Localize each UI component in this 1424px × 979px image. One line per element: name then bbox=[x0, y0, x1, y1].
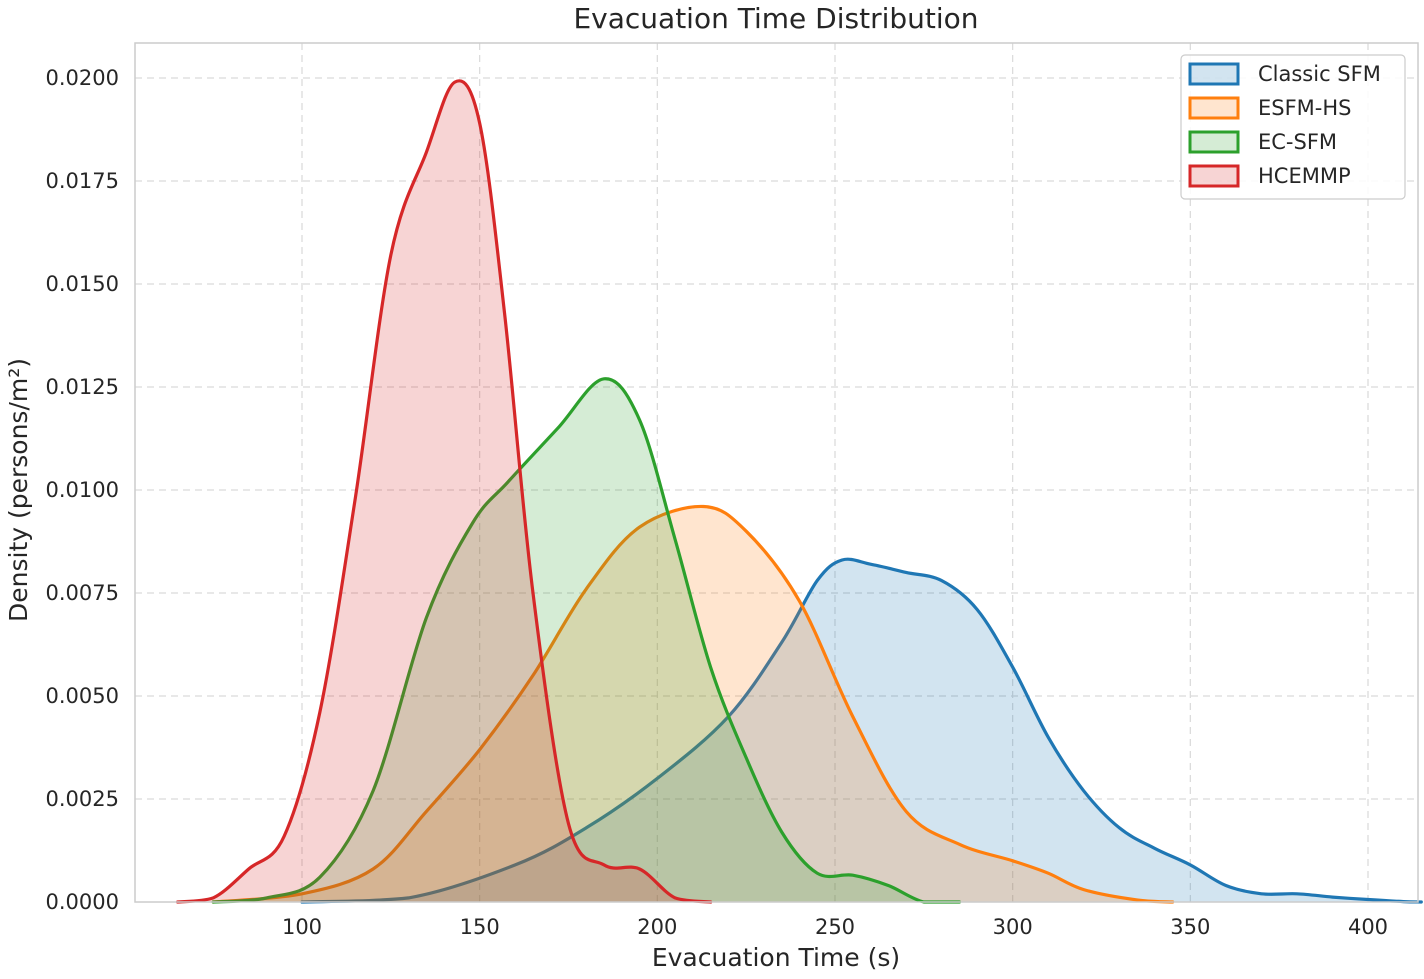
y-tick-label: 0.0175 bbox=[46, 169, 119, 193]
legend: Classic SFM ESFM-HS EC-SFM HCEMMP bbox=[1180, 54, 1406, 200]
x-tick-label: 100 bbox=[282, 915, 322, 939]
legend-label-hcemmp: HCEMMP bbox=[1258, 164, 1351, 188]
x-tick-label: 250 bbox=[815, 915, 855, 939]
legend-label-ec-sfm: EC-SFM bbox=[1258, 130, 1337, 154]
y-tick-label: 0.0025 bbox=[46, 787, 119, 811]
legend-swatch-hcemmp bbox=[1188, 164, 1240, 188]
density-area-classic-sfm bbox=[302, 559, 1422, 902]
x-tick-label: 400 bbox=[1348, 915, 1388, 939]
y-tick-label: 0.0200 bbox=[46, 66, 119, 90]
tick-labels: 100 150 200 250 300 350 400 0.0000 0.0025 0.0050 0… bbox=[46, 66, 1389, 939]
series-classic-sfm bbox=[300, 557, 1423, 904]
y-axis-label: Density (persons/m²) bbox=[4, 358, 33, 622]
x-tick-label: 350 bbox=[1170, 915, 1210, 939]
density-area-hcemmp bbox=[177, 80, 711, 903]
legend-label-classic-sfm: Classic SFM bbox=[1258, 62, 1381, 86]
legend-label-esfm-hs: ESFM-HS bbox=[1258, 96, 1352, 120]
series-ec-sfm bbox=[211, 377, 961, 904]
x-tick-label: 200 bbox=[637, 915, 677, 939]
x-axis-label: Evacuation Time (s) bbox=[652, 943, 900, 972]
chart-title: Evacuation Time Distribution bbox=[573, 2, 978, 35]
y-tick-label: 0.0100 bbox=[46, 478, 119, 502]
series-layer bbox=[176, 79, 1423, 904]
x-tick-label: 150 bbox=[460, 915, 500, 939]
density-line-hcemmp bbox=[176, 79, 713, 904]
y-tick-label: 0.0150 bbox=[46, 272, 119, 296]
y-tick-label: 0.0050 bbox=[46, 684, 119, 708]
legend-swatch-esfm-hs bbox=[1188, 96, 1240, 120]
density-area-esfm-hs bbox=[213, 506, 1173, 902]
density-line-classic-sfm bbox=[300, 557, 1423, 904]
y-tick-label: 0.0000 bbox=[46, 890, 119, 914]
series-esfm-hs bbox=[211, 504, 1175, 904]
density-line-esfm-hs bbox=[211, 504, 1175, 904]
y-tick-label: 0.0075 bbox=[46, 581, 119, 605]
series-hcemmp bbox=[176, 79, 713, 904]
legend-swatch-ec-sfm bbox=[1188, 130, 1240, 154]
plot-frame bbox=[134, 42, 1419, 903]
y-tick-label: 0.0125 bbox=[46, 375, 119, 399]
density-line-ec-sfm bbox=[211, 377, 961, 904]
density-area-ec-sfm bbox=[213, 378, 960, 902]
x-tick-label: 300 bbox=[993, 915, 1033, 939]
legend-swatch-classic-sfm bbox=[1188, 62, 1240, 86]
legend-box bbox=[1180, 54, 1406, 200]
